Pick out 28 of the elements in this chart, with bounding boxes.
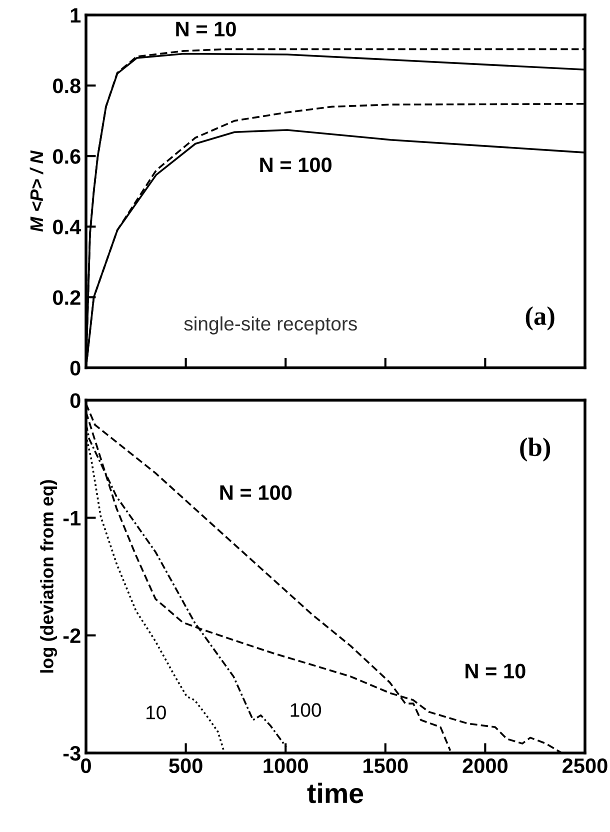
annotation: (b) bbox=[520, 438, 550, 462]
y-axis-title: M <P> / N bbox=[30, 150, 44, 232]
y-tick-label: 0.4 bbox=[53, 220, 82, 234]
x-tick-label: 1500 bbox=[364, 758, 408, 774]
y-tick-label: 0 bbox=[70, 360, 80, 376]
x-tick-label: 2500 bbox=[562, 758, 608, 774]
annotation: N = 10 bbox=[176, 22, 236, 36]
y-tick-label: 0 bbox=[70, 393, 80, 408]
y-tick-label: 1 bbox=[70, 8, 81, 23]
y-tick-label: 0.2 bbox=[53, 290, 80, 305]
y-tick-label: 0.6 bbox=[53, 149, 80, 164]
y-axis-title: log (deviation from eq) bbox=[40, 480, 58, 673]
annotation: 10 bbox=[146, 706, 166, 720]
annotation: 100 bbox=[290, 703, 322, 717]
x-tick-label: 500 bbox=[169, 758, 202, 774]
annotation: single-site receptors bbox=[184, 316, 357, 334]
y-tick-label: -2 bbox=[63, 628, 80, 643]
y-tick-label: -1 bbox=[63, 510, 81, 526]
x-tick-label: 0 bbox=[81, 758, 91, 774]
y-tick-label: 0.8 bbox=[53, 78, 81, 94]
x-axis-title: time bbox=[307, 782, 364, 804]
x-tick-label: 2000 bbox=[462, 758, 508, 774]
annotation: N = 100 bbox=[220, 485, 292, 500]
annotation: (a) bbox=[526, 306, 554, 330]
annotation: N = 10 bbox=[466, 664, 526, 678]
annotation: N = 100 bbox=[260, 158, 332, 172]
x-tick-label: 1000 bbox=[264, 758, 308, 774]
y-tick-label: -3 bbox=[63, 746, 80, 761]
